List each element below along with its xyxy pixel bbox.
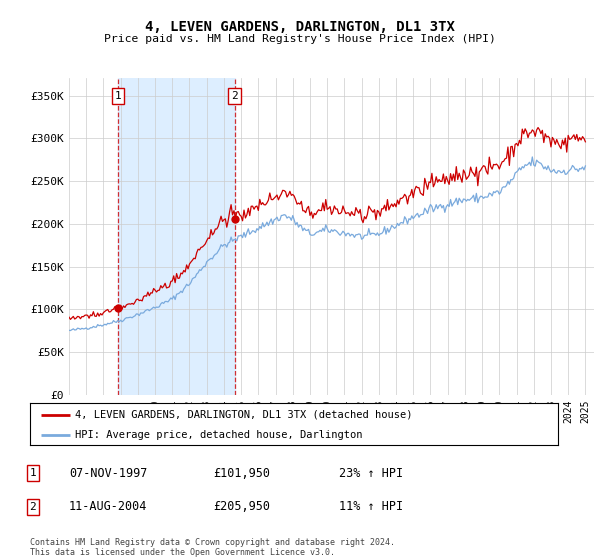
Bar [118,78,235,395]
Text: £101,950: £101,950 [213,466,270,480]
Text: Price paid vs. HM Land Registry's House Price Index (HPI): Price paid vs. HM Land Registry's House … [104,34,496,44]
Text: 1: 1 [115,91,121,101]
Text: 2: 2 [231,91,238,101]
Text: 2: 2 [29,502,37,512]
Text: HPI: Average price, detached house, Darlington: HPI: Average price, detached house, Darl… [75,430,362,440]
Text: 11-AUG-2004: 11-AUG-2004 [69,500,148,514]
Text: 07-NOV-1997: 07-NOV-1997 [69,466,148,480]
Text: 1: 1 [29,468,37,478]
Text: £205,950: £205,950 [213,500,270,514]
Text: Contains HM Land Registry data © Crown copyright and database right 2024.
This d: Contains HM Land Registry data © Crown c… [30,538,395,557]
Text: 4, LEVEN GARDENS, DARLINGTON, DL1 3TX: 4, LEVEN GARDENS, DARLINGTON, DL1 3TX [145,20,455,34]
Text: 4, LEVEN GARDENS, DARLINGTON, DL1 3TX (detached house): 4, LEVEN GARDENS, DARLINGTON, DL1 3TX (d… [75,410,412,420]
Text: 23% ↑ HPI: 23% ↑ HPI [339,466,403,480]
Text: 11% ↑ HPI: 11% ↑ HPI [339,500,403,514]
